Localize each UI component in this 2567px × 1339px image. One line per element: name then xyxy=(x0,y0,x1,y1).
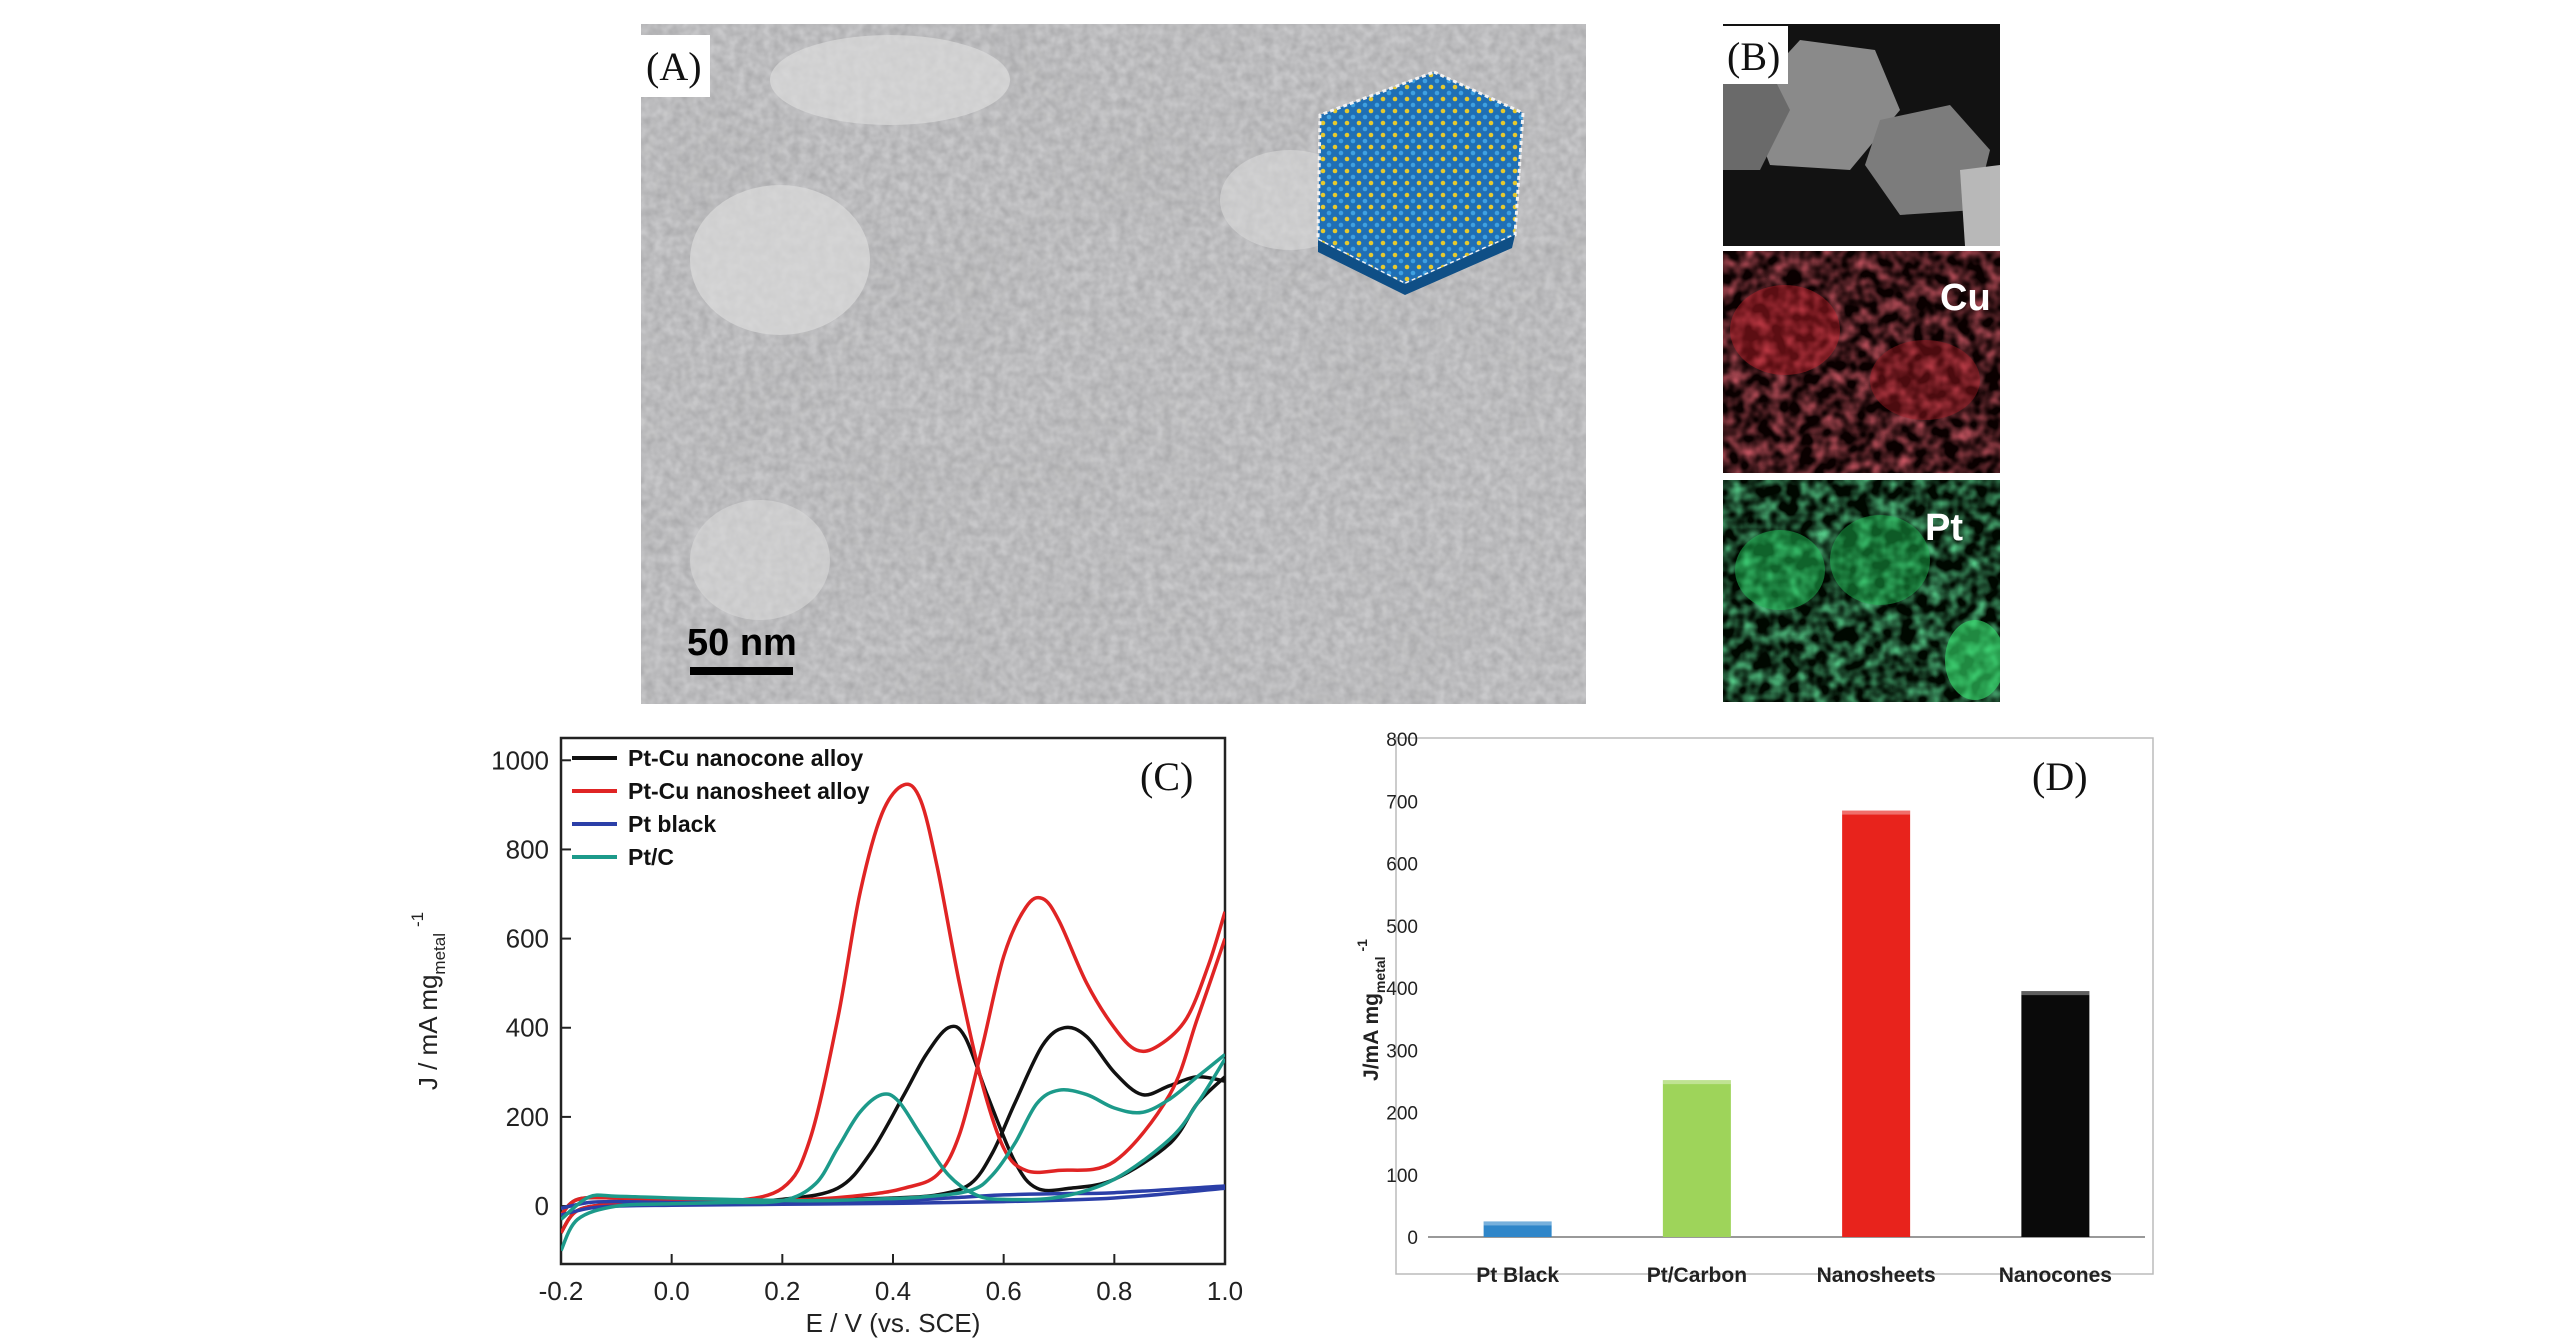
bar-pt-carbon xyxy=(1662,1080,1731,1237)
y-tick-label: 200 xyxy=(506,1102,549,1132)
legend-label: Pt/C xyxy=(628,844,674,870)
chart-c-y-title-main: J / mA mg xyxy=(413,975,443,1091)
category-label: Pt Black xyxy=(1476,1264,1559,1287)
y-tick-label: 0 xyxy=(535,1191,549,1221)
tem-empty-region xyxy=(770,35,1010,125)
chart-d-frame xyxy=(1395,737,2154,1275)
category-label: Nanosheets xyxy=(1817,1264,1936,1287)
series-line-pt-black-forward xyxy=(561,1186,1225,1217)
cu-hotspot xyxy=(1870,340,1980,420)
bar-highlight xyxy=(1842,810,1911,815)
x-tick-label: 0.6 xyxy=(986,1276,1022,1306)
y-tick-label: 800 xyxy=(506,834,549,864)
bar-nanocones xyxy=(2021,991,2090,1237)
chart-d-y-title-sup: -1 xyxy=(1354,939,1370,952)
y-tick-label: 500 xyxy=(1386,917,1418,938)
category-label: Pt/Carbon xyxy=(1647,1264,1747,1287)
cu-map-label: Cu xyxy=(1940,277,1991,319)
panel-a xyxy=(641,24,1586,704)
chart-c-y-axis-title: J / mA mgmetal-1 xyxy=(408,912,449,1090)
tem-empty-region xyxy=(690,185,870,335)
series-line-pt-c-forward xyxy=(561,1057,1225,1252)
pt-hotspot xyxy=(1735,530,1825,610)
chart-d-bars xyxy=(1483,810,2090,1237)
svg-text:J/mA mgmetal-1: J/mA mgmetal-1 xyxy=(1354,939,1388,1081)
panel-b-label: (B) xyxy=(1727,34,1780,79)
pt-map xyxy=(1723,480,2000,702)
panel-a-label: (A) xyxy=(646,44,702,89)
legend-label: Pt-Cu nanocone alloy xyxy=(628,745,863,771)
pt-hotspot xyxy=(1945,620,2000,700)
chart-d: 0 100 200 300 400 500 600 700 800 Pt Black Pt/Car… xyxy=(1354,730,2154,1287)
legend-label: Pt-Cu nanosheet alloy xyxy=(628,778,870,804)
y-tick-label: 400 xyxy=(506,1013,549,1043)
y-tick-label: 600 xyxy=(506,924,549,954)
chart-c-ticks: -0.2 0.0 0.2 0.4 0.6 0.8 1.0 0 200 400 600 800 1000 xyxy=(491,745,1243,1306)
x-tick-label: 0.0 xyxy=(654,1276,690,1306)
panel-b xyxy=(1723,24,2000,702)
particle-shape xyxy=(1960,165,2000,246)
panel-b-letter-bg xyxy=(1723,26,1788,84)
svg-text:J / mA mgmetal-1: J / mA mgmetal-1 xyxy=(408,912,449,1090)
chart-d-ticks: 0 100 200 300 400 500 600 700 800 xyxy=(1386,730,1418,1249)
y-tick-label: 200 xyxy=(1386,1104,1418,1125)
chart-d-y-title-sub: metal xyxy=(1372,956,1388,993)
bar-pt-black xyxy=(1483,1221,1552,1237)
scale-bar-label: 50 nm xyxy=(687,622,797,664)
bar-nanosheets xyxy=(1842,810,1911,1237)
chart-c-series xyxy=(561,782,1225,1252)
x-tick-label: 0.8 xyxy=(1096,1276,1132,1306)
series-line-pt-cu-nanosheet-alloy-backward xyxy=(561,895,1225,1217)
y-tick-label: 100 xyxy=(1386,1166,1418,1187)
bar-highlight xyxy=(1662,1080,1731,1085)
chart-d-y-axis-title: J/mA mgmetal-1 xyxy=(1354,939,1388,1081)
chart-d-panel-label: (D) xyxy=(2032,754,2088,799)
particle-shape xyxy=(1865,105,1990,215)
legend-label: Pt black xyxy=(628,811,716,837)
bar-highlight xyxy=(1483,1221,1552,1226)
y-tick-label: 400 xyxy=(1386,979,1418,1000)
y-tick-label: 0 xyxy=(1407,1228,1418,1249)
cu-map xyxy=(1723,251,2000,473)
chart-c-y-title-sup: -1 xyxy=(408,912,427,927)
chart-d-categories: Pt Black Pt/Carbon Nanosheets Nanocones xyxy=(1476,1264,2112,1287)
tem-empty-region xyxy=(690,500,830,620)
chart-c-panel-label: (C) xyxy=(1140,754,1193,799)
x-tick-label: 1.0 xyxy=(1207,1276,1243,1306)
cu-hotspot xyxy=(1730,285,1840,375)
pt-hotspot xyxy=(1830,515,1930,605)
chart-c-legend: Pt-Cu nanocone alloy Pt-Cu nanosheet allo… xyxy=(572,745,870,870)
x-tick-label: 0.4 xyxy=(875,1276,911,1306)
category-label: Nanocones xyxy=(1999,1264,2112,1287)
y-tick-label: 300 xyxy=(1386,1041,1418,1062)
chart-c-y-title-sub: metal xyxy=(430,933,449,975)
hexagon-model-icon xyxy=(1316,70,1525,286)
pt-map-label: Pt xyxy=(1925,507,1963,549)
bar-highlight xyxy=(2021,991,2090,996)
chart-c-x-axis-title: E / V (vs. SCE) xyxy=(806,1308,981,1338)
hexagon-model-edge xyxy=(1318,235,1515,295)
series-line-pt-c-backward xyxy=(561,1053,1225,1221)
series-line-pt-cu-nanocone-alloy-backward xyxy=(561,1025,1225,1217)
y-tick-label: 800 xyxy=(1386,730,1418,751)
y-tick-label: 700 xyxy=(1386,792,1418,813)
chart-d-y-title-main: J/mA mg xyxy=(1360,993,1383,1081)
x-tick-label: -0.2 xyxy=(539,1276,584,1306)
cu-signal xyxy=(1723,251,2000,473)
chart-c: -0.2 0.0 0.2 0.4 0.6 0.8 1.002004006008001000 … xyxy=(408,736,1243,1338)
y-tick-label: 600 xyxy=(1386,855,1418,876)
y-tick-label: 1000 xyxy=(491,745,549,775)
panel-a-letter-bg xyxy=(641,35,710,97)
x-tick-label: 0.2 xyxy=(764,1276,800,1306)
